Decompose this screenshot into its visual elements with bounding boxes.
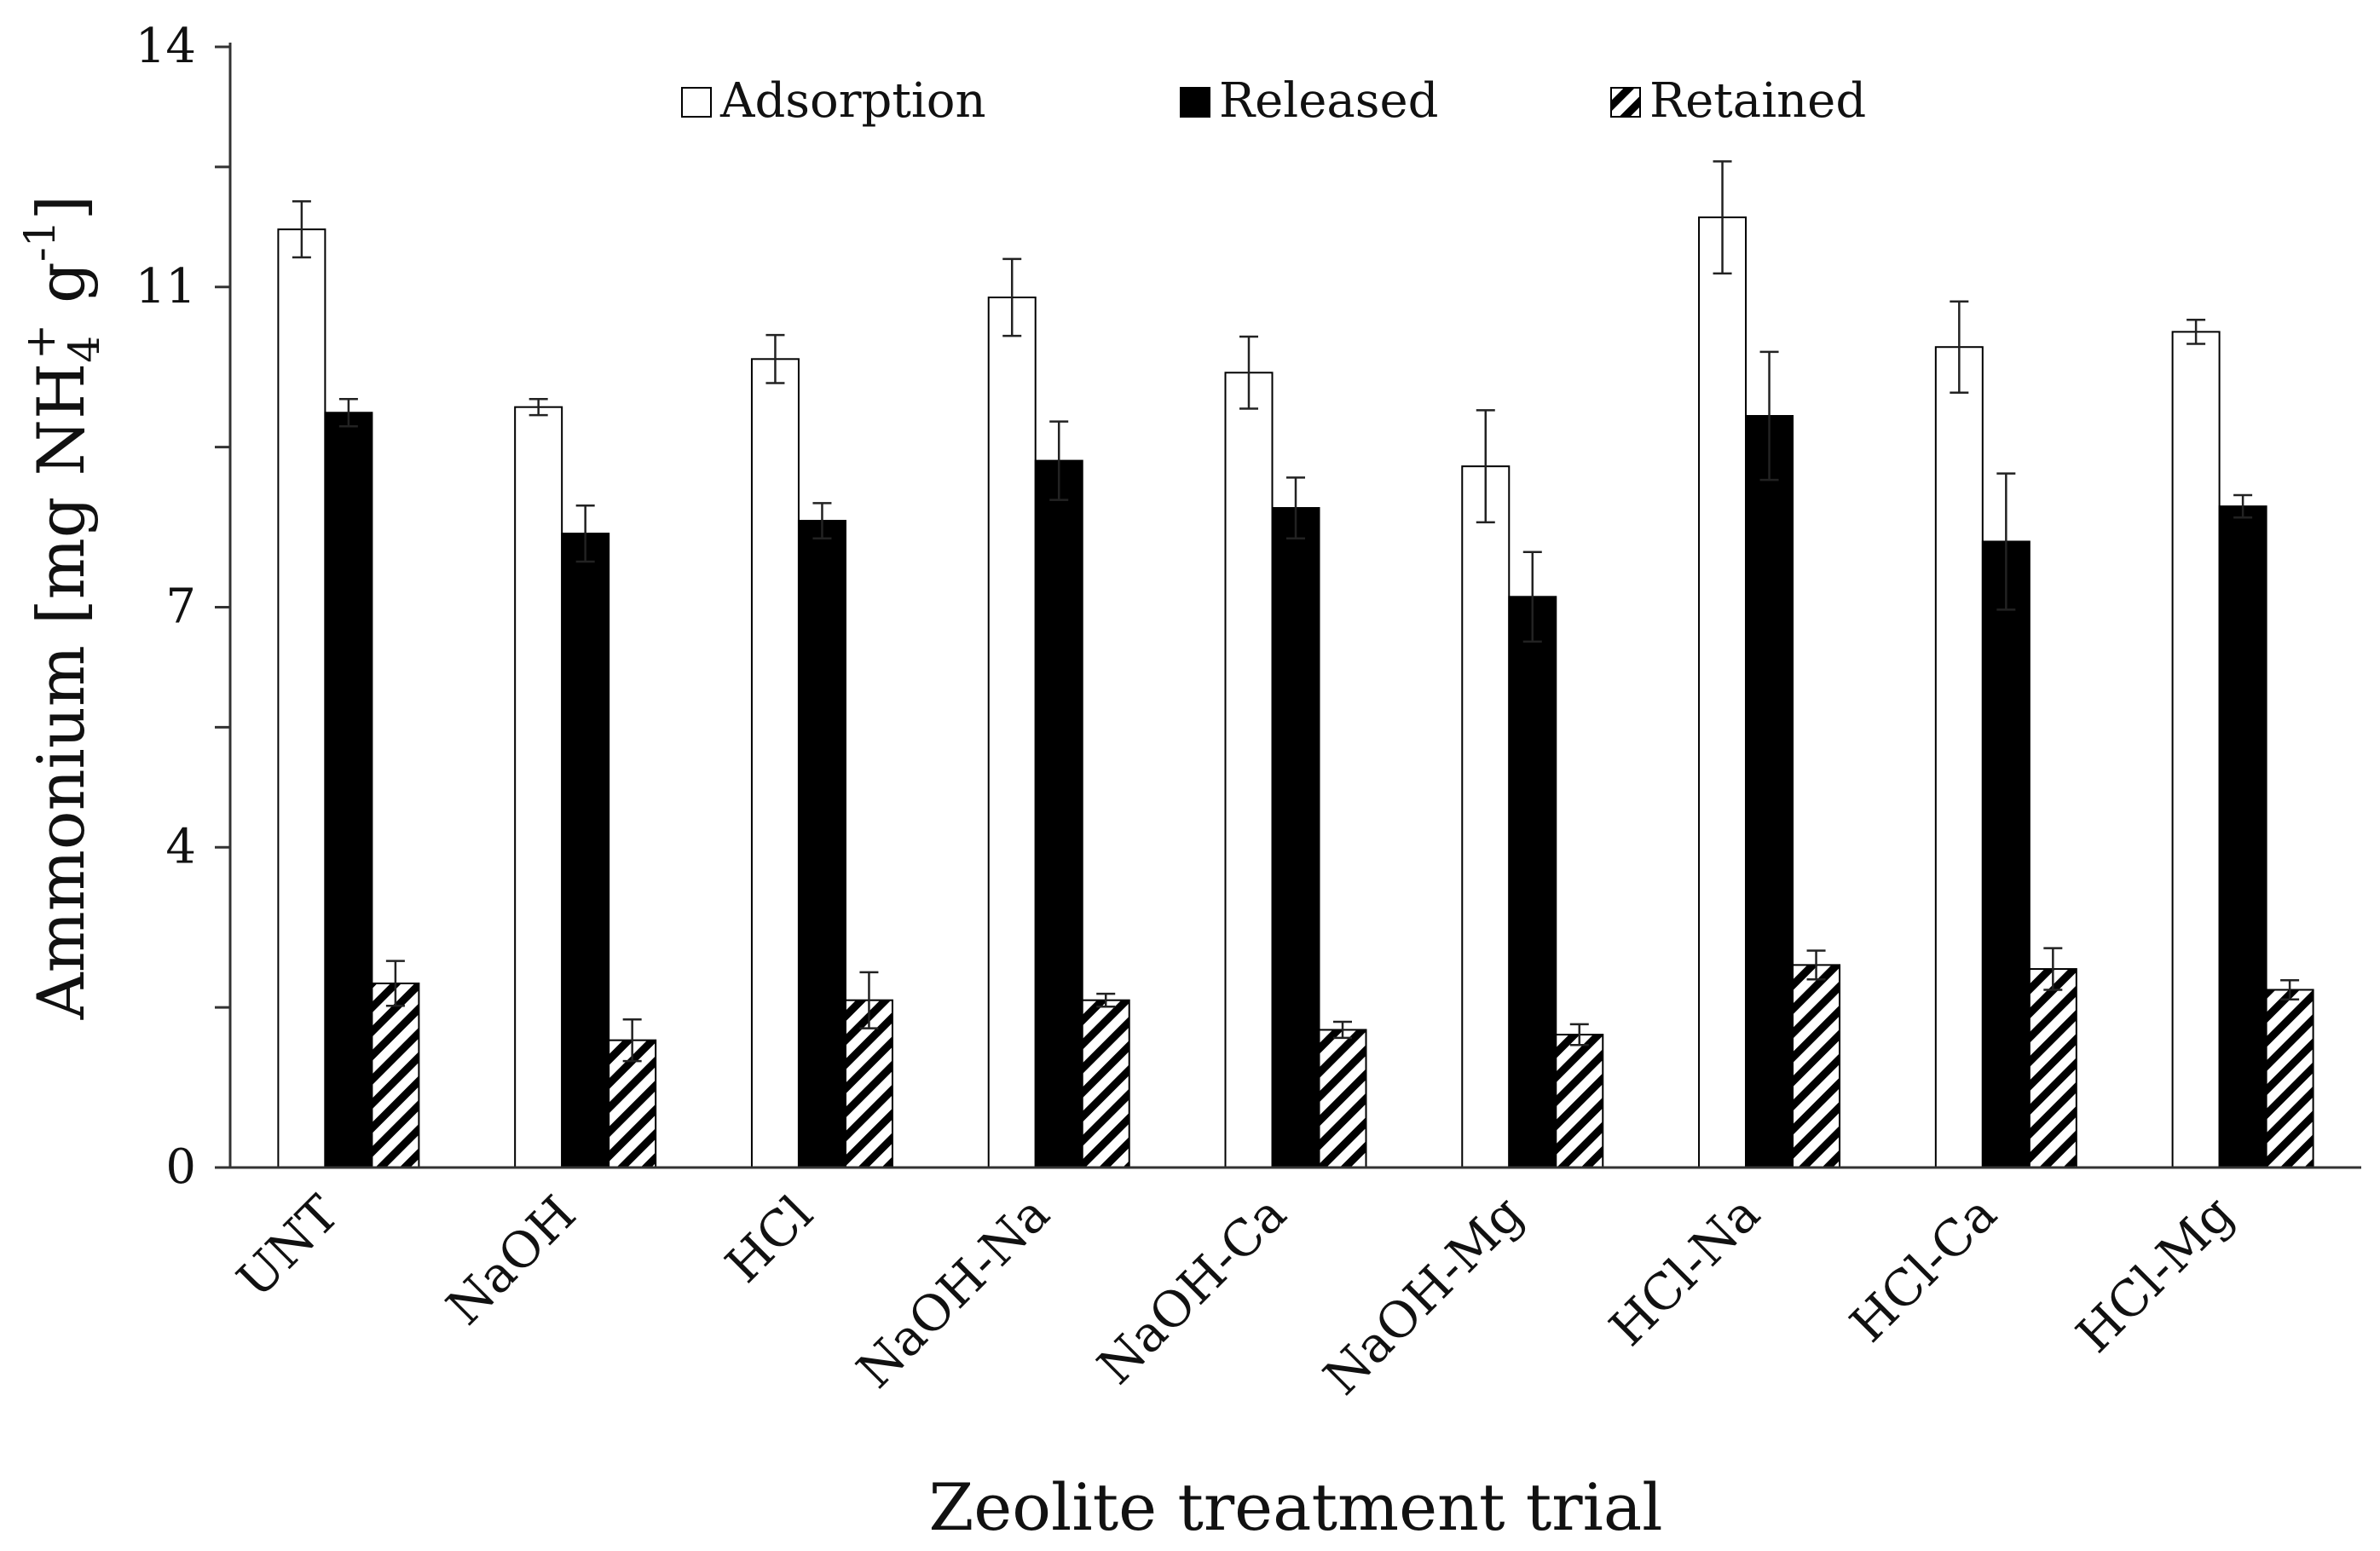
error-bar-adsorption-hcl-mg [2186, 319, 2206, 345]
legend-item-released: Released [1180, 73, 1438, 129]
x-axis-title: Zeolite treatment trial [928, 1469, 1662, 1545]
bar-adsorption-naoh [514, 406, 563, 1168]
bar-adsorption-hcl [750, 358, 800, 1169]
bar-retained-unt [371, 982, 420, 1168]
error-bar-released-hcl-ca [1996, 472, 2016, 611]
error-bar-adsorption-naoh-ca [1239, 335, 1258, 410]
bar-retained-naoh-na [1081, 999, 1130, 1169]
error-bar-released-hcl-mg [2233, 493, 2253, 519]
bar-adsorption-naoh-ca [1224, 372, 1274, 1168]
y-tick-label: 7 [165, 579, 196, 635]
legend-item-retained: Retained [1610, 73, 1866, 129]
x-tick-label: NaOH [436, 1185, 587, 1336]
legend-swatch [1610, 87, 1641, 118]
error-bar-released-naoh-ca [1286, 476, 1305, 539]
y-axis-title: Ammonium [mg NH4+ g-1] [15, 195, 109, 1020]
legend-label: Adsorption [719, 73, 986, 129]
error-bar-retained-hcl-na [1806, 949, 1826, 981]
error-bar-retained-naoh-mg [1569, 1023, 1589, 1046]
x-tick-label: HCl-Ca [1839, 1185, 2007, 1353]
bar-released-hcl-mg [2218, 505, 2267, 1168]
bar-released-hcl-na [1745, 415, 1794, 1168]
bar-adsorption-hcl-na [1698, 216, 1747, 1168]
error-bar-adsorption-hcl-na [1713, 160, 1732, 275]
legend-label: Released [1219, 73, 1438, 129]
error-bar-retained-naoh-ca [1333, 1020, 1352, 1040]
x-tick-label: NaOH-Ca [1086, 1185, 1297, 1395]
x-tick-label: HCl-Mg [2065, 1185, 2244, 1364]
error-bar-released-unt [338, 398, 358, 428]
error-bar-released-naoh-mg [1522, 551, 1542, 643]
legend-item-adsorption: Adsorption [681, 73, 986, 129]
axes-layer [215, 43, 2361, 1169]
bar-released-naoh [561, 533, 610, 1168]
y-tick-label: 11 [136, 259, 196, 314]
y-tick-label: 4 [165, 819, 196, 874]
legend-swatch [681, 87, 712, 118]
bar-released-naoh-mg [1508, 596, 1557, 1168]
x-tick-label: UNT [226, 1185, 350, 1309]
error-bar-released-hcl-na [1759, 350, 1779, 481]
error-bar-adsorption-naoh-na [1002, 257, 1022, 337]
bar-released-hcl [797, 520, 846, 1168]
x-tick-label: NaOH-Mg [1313, 1185, 1534, 1406]
bar-retained-hcl-mg [2265, 989, 2314, 1168]
legend-swatch [1180, 87, 1210, 118]
bar-released-naoh-na [1034, 459, 1083, 1168]
x-tick-label: HCl [714, 1185, 823, 1294]
error-bar-adsorption-naoh-mg [1476, 409, 1495, 524]
legend-label: Retained [1649, 73, 1866, 129]
error-bar-retained-hcl [859, 971, 879, 1029]
bar-adsorption-hcl-ca [1934, 346, 1984, 1169]
y-tick-label: 0 [165, 1139, 196, 1195]
error-bar-retained-naoh [622, 1018, 642, 1063]
bar-released-hcl-ca [1981, 540, 2031, 1168]
bar-adsorption-naoh-mg [1461, 465, 1511, 1168]
y-tick-label: 14 [136, 19, 196, 74]
bar-adsorption-unt [277, 228, 326, 1169]
error-bar-released-hcl [812, 502, 832, 539]
bar-adsorption-naoh-na [987, 296, 1037, 1169]
bar-released-naoh-ca [1271, 507, 1320, 1168]
error-bar-retained-hcl-mg [2280, 978, 2300, 1000]
bar-retained-hcl-na [1792, 964, 1841, 1168]
bar-retained-naoh-mg [1555, 1034, 1604, 1169]
error-bar-adsorption-unt [292, 200, 311, 259]
error-bar-retained-unt [385, 960, 405, 1007]
error-bar-retained-naoh-na [1096, 992, 1116, 1008]
error-bar-adsorption-hcl [765, 333, 785, 384]
error-bar-adsorption-naoh [529, 398, 548, 417]
x-tick-label: NaOH-Na [846, 1185, 1060, 1399]
error-bar-released-naoh-na [1049, 420, 1069, 501]
bar-retained-naoh-ca [1318, 1029, 1367, 1169]
error-bar-adsorption-hcl-ca [1950, 300, 1969, 395]
bar-released-unt [324, 412, 373, 1168]
bars-layer [277, 160, 2314, 1169]
error-bar-released-naoh [575, 504, 595, 563]
bar-retained-hcl-ca [2028, 968, 2077, 1168]
bar-adsorption-hcl-mg [2171, 331, 2221, 1168]
x-tick-label: HCl-Na [1598, 1185, 1771, 1358]
error-bar-retained-hcl-ca [2043, 947, 2063, 991]
legend: Adsorption Released Retained [681, 73, 1866, 129]
